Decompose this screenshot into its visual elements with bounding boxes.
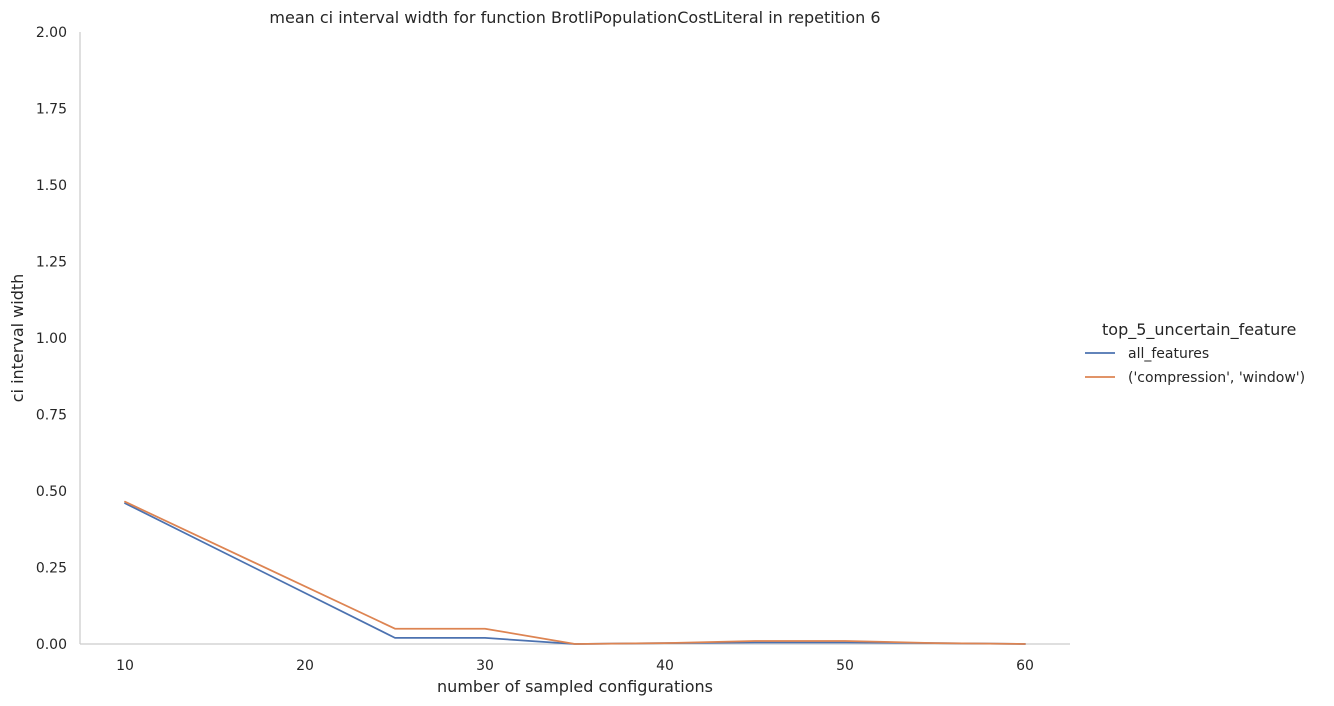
legend-items: all_features ('compression', 'window') xyxy=(1085,346,1305,386)
y-axis-label: ci interval width xyxy=(8,274,27,403)
legend-label-1: ('compression', 'window') xyxy=(1128,370,1305,386)
chart-title: mean ci interval width for function Brot… xyxy=(269,8,880,27)
series-line-1 xyxy=(124,500,1026,645)
y-tick-label: 2.00 xyxy=(36,25,67,41)
series-lines xyxy=(124,500,1026,645)
y-ticks: 0.00 0.25 0.50 0.75 1.00 1.25 1.50 1.75 2.00 xyxy=(36,25,67,653)
x-tick-label: 40 xyxy=(656,658,674,674)
x-tick-label: 60 xyxy=(1016,658,1034,674)
y-tick-label: 1.25 xyxy=(36,255,67,271)
legend-label-0: all_features xyxy=(1128,346,1209,362)
y-tick-label: 1.00 xyxy=(36,331,67,347)
y-tick-label: 0.25 xyxy=(36,561,67,577)
x-tick-label: 10 xyxy=(116,658,134,674)
y-tick-label: 0.75 xyxy=(36,408,67,424)
x-tick-label: 30 xyxy=(476,658,494,674)
x-tick-label: 20 xyxy=(296,658,314,674)
x-ticks: 10 20 30 40 50 60 xyxy=(116,658,1034,674)
legend: top_5_uncertain_feature all_features ('co… xyxy=(1085,320,1305,386)
y-tick-label: 1.75 xyxy=(36,102,67,118)
legend-title: top_5_uncertain_feature xyxy=(1102,320,1296,340)
series-line-0 xyxy=(124,502,1026,645)
y-tick-label: 1.50 xyxy=(36,178,67,194)
x-tick-label: 50 xyxy=(836,658,854,674)
y-tick-label: 0.00 xyxy=(36,637,67,653)
x-axis-label: number of sampled configurations xyxy=(437,677,713,696)
y-tick-label: 0.50 xyxy=(36,484,67,500)
